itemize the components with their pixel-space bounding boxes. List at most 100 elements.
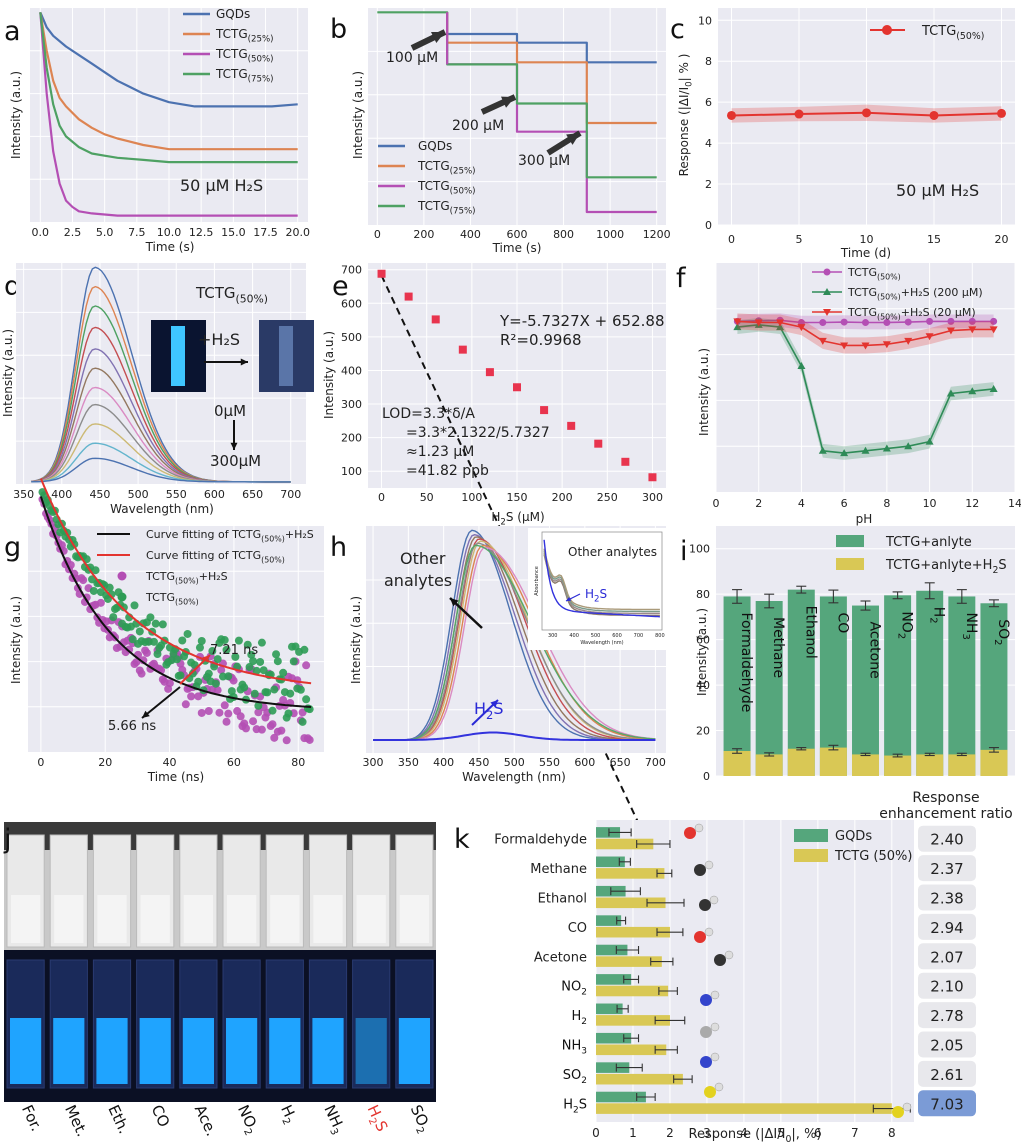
bar-tctg — [596, 1044, 667, 1056]
ratio-value: 2.05 — [930, 1037, 963, 1055]
data-point — [268, 720, 277, 729]
data-point — [882, 444, 891, 452]
cuvette-glow — [139, 1018, 171, 1084]
y-axis-label: Response (|ΔI/I0| % ) — [677, 54, 695, 177]
data-point — [204, 669, 213, 678]
data-point — [231, 652, 240, 661]
label-part: GQDs — [216, 7, 250, 21]
data-point — [819, 319, 827, 327]
label-part: SO — [407, 1102, 432, 1129]
x-tick-label: 350 — [13, 488, 34, 501]
annotation-100uM: 100 μM — [386, 50, 438, 66]
molecule-atom — [902, 1102, 912, 1112]
data-point — [300, 645, 309, 654]
data-point — [165, 679, 174, 688]
label-part: H — [491, 510, 500, 524]
data-point — [458, 345, 467, 354]
data-point — [968, 387, 977, 395]
data-point — [862, 108, 871, 118]
legend-label: GQDs — [835, 829, 872, 844]
label-sub: (75%) — [450, 207, 476, 217]
label-sub: 2 — [992, 639, 1003, 645]
data-point — [797, 324, 806, 332]
data-point — [485, 368, 494, 377]
fit-curve-0 — [39, 496, 312, 708]
panel-b-plot: 0 200 400 600 800 1000 1200 Time (s) Intensity (… — [351, 8, 671, 255]
x-tick-label: 12.5 — [189, 226, 214, 239]
bar-tctg-analyte-h2s — [916, 754, 944, 776]
vial-glow-before — [171, 326, 185, 386]
label-part: +H₂S — [285, 528, 314, 541]
label-part: TCTG — [847, 266, 877, 279]
annotation-721ns: 7.21 ns — [210, 643, 258, 658]
bar-tctg-analyte-h2s — [755, 754, 783, 776]
cuvette-glow — [269, 1018, 301, 1084]
cuvette-label: Met. — [61, 1102, 91, 1139]
cuvette-liquid-top — [356, 895, 386, 943]
ratio-box — [918, 913, 976, 940]
y-axis-label: Intensity (a.u.) — [351, 71, 365, 159]
category-label: Methane — [530, 862, 587, 877]
x-axis-label: pH — [856, 512, 873, 526]
cuvette-glow — [10, 1018, 42, 1084]
y-tick-label: 0 — [703, 770, 710, 783]
molecule-atom — [694, 864, 706, 876]
bar-tctg-analyte-h2s — [884, 755, 912, 776]
x-tick-label: 600 — [204, 488, 225, 501]
fit-curve-1 — [39, 478, 312, 685]
data-point — [968, 317, 976, 325]
panel-letter-j: j — [3, 824, 12, 855]
cuvette-glow — [312, 1018, 344, 1084]
data-point — [840, 318, 848, 326]
data-point — [107, 590, 116, 599]
data-point — [990, 317, 998, 325]
label-part: +H₂S (20 μM) — [901, 306, 976, 319]
data-point — [119, 603, 128, 612]
molecule-atom — [714, 954, 726, 966]
data-point — [840, 449, 849, 457]
ratio-value: 7.03 — [930, 1095, 963, 1113]
legend-label: TCTG(25%) — [417, 159, 476, 177]
x-tick-label: 60 — [227, 756, 241, 769]
data-point — [197, 708, 206, 717]
x-axis-label: Time (ns) — [147, 770, 204, 784]
ratio-title-1: Response — [912, 790, 979, 806]
category-label: NO2 — [561, 980, 587, 998]
x-tick-label: 0 — [374, 228, 381, 241]
ratio-value: 2.40 — [930, 831, 963, 849]
label-sub: (50%) — [450, 187, 476, 197]
y-axis-label: Intensity (a.u.) — [349, 596, 363, 684]
data-point — [925, 437, 934, 445]
data-point — [158, 620, 167, 629]
bar-gqds — [596, 944, 628, 956]
legend-label: TCTG(50%) — [847, 266, 901, 281]
ratio-box — [918, 855, 976, 882]
data-point — [178, 636, 187, 645]
annotation-200uM: 200 μM — [452, 118, 504, 134]
data-point — [305, 735, 314, 744]
ratio-box — [918, 1002, 976, 1029]
label-sub: (50%) — [877, 272, 901, 281]
legend-label: TCTG(50%) — [417, 179, 476, 197]
series-line-0 — [447, 32, 657, 64]
data-point — [91, 566, 100, 575]
x-tick-label: 700 — [645, 756, 666, 769]
data-point — [213, 655, 222, 664]
x-axis-label: Wavelength (nm) — [462, 770, 566, 784]
cuvette-label: CO — [148, 1102, 174, 1130]
x-axis-label: Time (s) — [145, 240, 195, 254]
label-sub: 2 — [594, 595, 600, 605]
label-part: TCTG — [417, 199, 450, 213]
x-tick-label: 15.0 — [221, 226, 246, 239]
bar-gqds — [596, 856, 625, 868]
series-line-1 — [39, 12, 298, 151]
inset-y-label: Absorbance — [534, 566, 540, 596]
x-tick-label: 15 — [927, 233, 941, 246]
label-part: SO — [563, 1068, 581, 1083]
bar-tctg-analyte-h2s — [980, 749, 1008, 776]
panel-letter-f: f — [676, 263, 687, 294]
y-tick-label: 6 — [705, 96, 712, 109]
legend-marker — [882, 25, 892, 35]
cuvette-label: NH3 — [318, 1102, 349, 1137]
